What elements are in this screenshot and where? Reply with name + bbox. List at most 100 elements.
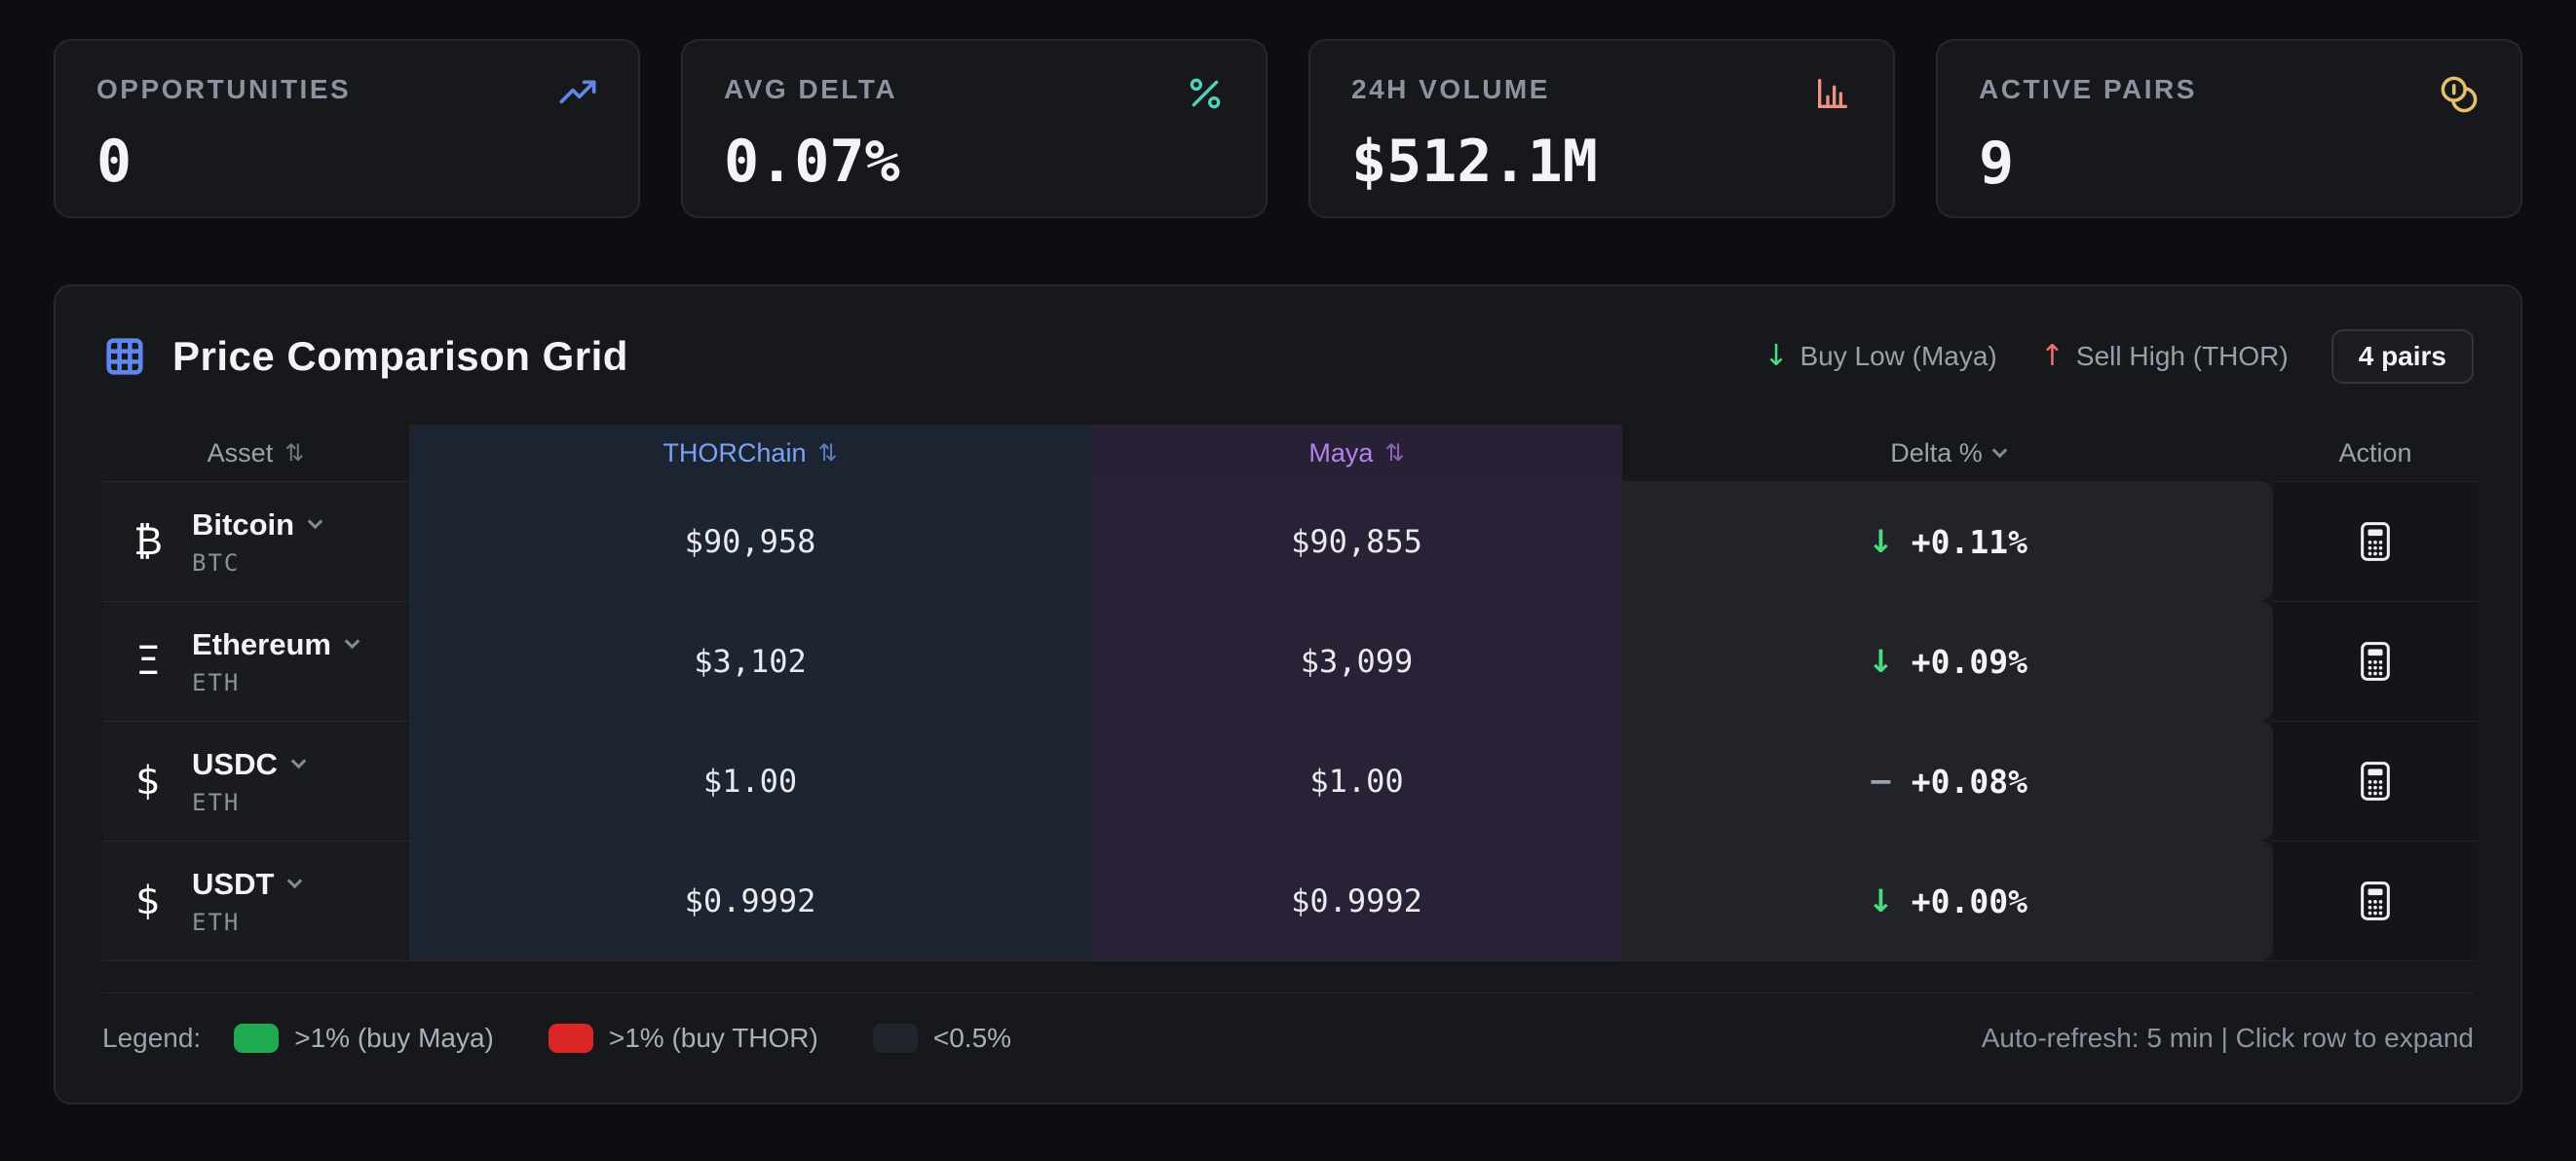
delta-value: +0.09% bbox=[1911, 642, 2028, 681]
stat-value: 9 bbox=[1979, 130, 2015, 198]
asset-cell-ethereum[interactable]: Ξ Ethereum ETH bbox=[102, 601, 409, 721]
stat-label: ACTIVE PAIRS bbox=[1979, 74, 2197, 104]
thorchain-price: $3,102 bbox=[694, 643, 807, 680]
stat-card-active-pairs: ACTIVE PAIRS 9 bbox=[1936, 39, 2522, 218]
asset-name: Bitcoin bbox=[192, 506, 295, 542]
stat-card-24h-volume: 24H VOLUME $512.1M bbox=[1308, 39, 1895, 218]
stat-card-opportunities: OPPORTUNITIES 0 bbox=[54, 39, 640, 218]
price-comparison-panel: Price Comparison Grid ↓ Buy Low (Maya) ↑… bbox=[54, 284, 2522, 1105]
thorchain-price-cell: $90,958 bbox=[409, 481, 1091, 601]
sell-high-label: Sell High (THOR) bbox=[2075, 341, 2289, 371]
ethereum-icon: Ξ bbox=[135, 639, 161, 684]
arrow-up-icon: ↑ bbox=[2039, 339, 2065, 373]
stats-row: OPPORTUNITIES 0 AVG DELTA 0.07% 24H VOLU… bbox=[0, 0, 2576, 218]
stat-card-avg-delta: AVG DELTA 0.07% bbox=[681, 39, 1268, 218]
page-title: Price Comparison Grid bbox=[172, 333, 628, 379]
thorchain-price: $90,958 bbox=[684, 523, 816, 560]
stat-value: $512.1M bbox=[1351, 128, 1598, 196]
pairs-count-badge[interactable]: 4 pairs bbox=[2330, 329, 2474, 384]
asset-ticker: ETH bbox=[192, 668, 241, 696]
legend-item-buy-maya: >1% (buy Maya) bbox=[234, 1023, 494, 1054]
asset-cell-bitcoin[interactable]: ₿ Bitcoin BTC bbox=[102, 481, 409, 601]
delta-direction-icon: ↓ bbox=[1867, 882, 1894, 919]
auto-refresh-note: Auto-refresh: 5 min | Click row to expan… bbox=[1981, 1023, 2474, 1053]
thorchain-price-cell: $3,102 bbox=[409, 601, 1091, 721]
thorchain-price: $0.9992 bbox=[684, 882, 816, 919]
delta-value: +0.11% bbox=[1911, 522, 2028, 561]
delta-cell[interactable]: ↓ +0.00% bbox=[1622, 841, 2273, 960]
column-header-action: Action bbox=[2338, 437, 2412, 468]
chevron-down-icon bbox=[307, 513, 323, 530]
price-comparison-table: Asset ⇅ THORChain ⇅ Maya ⇅ Delta % Actio… bbox=[102, 425, 2478, 961]
maya-price-cell: $1.00 bbox=[1091, 721, 1622, 841]
chevron-down-icon bbox=[287, 873, 303, 889]
asset-cell-usdt[interactable]: $ USDT ETH bbox=[102, 841, 409, 960]
buy-low-indicator: ↓ Buy Low (Maya) bbox=[1763, 341, 1996, 372]
delta-cell[interactable]: − +0.08% bbox=[1622, 721, 2273, 841]
stat-value: 0.07% bbox=[724, 128, 900, 196]
action-cell bbox=[2273, 721, 2478, 841]
asset-ticker: ETH bbox=[192, 908, 241, 936]
sort-icon: ⇅ bbox=[284, 439, 305, 467]
column-header-thorchain[interactable]: THORChain ⇅ bbox=[409, 425, 1091, 481]
sell-high-indicator: ↑ Sell High (THOR) bbox=[2040, 341, 2289, 372]
calculator-button[interactable] bbox=[2348, 872, 2403, 930]
gray-swatch bbox=[872, 1024, 918, 1053]
asset-cell-usdc[interactable]: $ USDC ETH bbox=[102, 721, 409, 841]
delta-cell[interactable]: ↓ +0.11% bbox=[1622, 481, 2273, 601]
maya-price-cell: $0.9992 bbox=[1091, 841, 1622, 960]
maya-price-cell: $3,099 bbox=[1091, 601, 1622, 721]
asset-ticker: BTC bbox=[192, 548, 241, 577]
sort-icon: ⇅ bbox=[817, 439, 838, 467]
chevron-down-icon bbox=[344, 633, 360, 650]
stat-label: OPPORTUNITIES bbox=[96, 74, 352, 104]
green-swatch bbox=[234, 1024, 280, 1053]
column-header-asset[interactable]: Asset ⇅ bbox=[207, 437, 305, 468]
legend-item-neutral: <0.5% bbox=[872, 1023, 1011, 1054]
delta-cell[interactable]: ↓ +0.09% bbox=[1622, 601, 2273, 721]
stat-value: 0 bbox=[96, 128, 133, 196]
dollar-icon: $ bbox=[135, 759, 161, 804]
trending-up-icon bbox=[558, 74, 597, 113]
thorchain-price: $1.00 bbox=[702, 763, 798, 800]
action-cell bbox=[2273, 481, 2478, 601]
calculator-button[interactable] bbox=[2348, 632, 2403, 691]
asset-name: Ethereum bbox=[192, 626, 331, 661]
panel-header: Price Comparison Grid ↓ Buy Low (Maya) ↑… bbox=[102, 329, 2474, 384]
dollar-icon: $ bbox=[135, 879, 161, 923]
action-cell bbox=[2273, 841, 2478, 960]
maya-price: $1.00 bbox=[1309, 763, 1404, 800]
sort-icon: ⇅ bbox=[1384, 439, 1405, 467]
red-swatch bbox=[548, 1024, 593, 1053]
legend-item-buy-thor: >1% (buy THOR) bbox=[548, 1023, 818, 1054]
stat-label: AVG DELTA bbox=[724, 74, 898, 104]
stat-label: 24H VOLUME bbox=[1351, 74, 1550, 104]
thorchain-price-cell: $1.00 bbox=[409, 721, 1091, 841]
legend-label: Legend: bbox=[102, 1023, 202, 1053]
asset-ticker: ETH bbox=[192, 788, 241, 816]
delta-direction-icon: ↓ bbox=[1867, 643, 1894, 680]
delta-value: +0.00% bbox=[1911, 881, 2028, 920]
asset-name: USDC bbox=[192, 746, 278, 781]
chevron-down-icon bbox=[290, 753, 307, 769]
legend-row: Legend: >1% (buy Maya) >1% (buy THOR) <0… bbox=[102, 992, 2474, 1054]
calculator-button[interactable] bbox=[2348, 752, 2403, 810]
maya-price: $3,099 bbox=[1300, 643, 1414, 680]
thorchain-price-cell: $0.9992 bbox=[409, 841, 1091, 960]
column-header-maya[interactable]: Maya ⇅ bbox=[1091, 425, 1622, 481]
percent-icon bbox=[1186, 74, 1225, 113]
maya-price-cell: $90,855 bbox=[1091, 481, 1622, 601]
chevron-down-icon bbox=[1991, 442, 2008, 458]
maya-price: $90,855 bbox=[1291, 523, 1422, 560]
delta-direction-icon: ↓ bbox=[1867, 523, 1894, 560]
coins-icon bbox=[2439, 74, 2480, 115]
maya-price: $0.9992 bbox=[1291, 882, 1422, 919]
column-header-delta[interactable]: Delta % bbox=[1622, 425, 2273, 481]
calculator-button[interactable] bbox=[2348, 512, 2403, 571]
delta-direction-icon: − bbox=[1867, 763, 1894, 800]
asset-name: USDT bbox=[192, 866, 275, 901]
arrow-down-icon: ↓ bbox=[1763, 339, 1789, 373]
grid-icon bbox=[102, 334, 147, 379]
delta-value: +0.08% bbox=[1911, 762, 2028, 801]
bitcoin-icon: ₿ bbox=[133, 519, 163, 564]
